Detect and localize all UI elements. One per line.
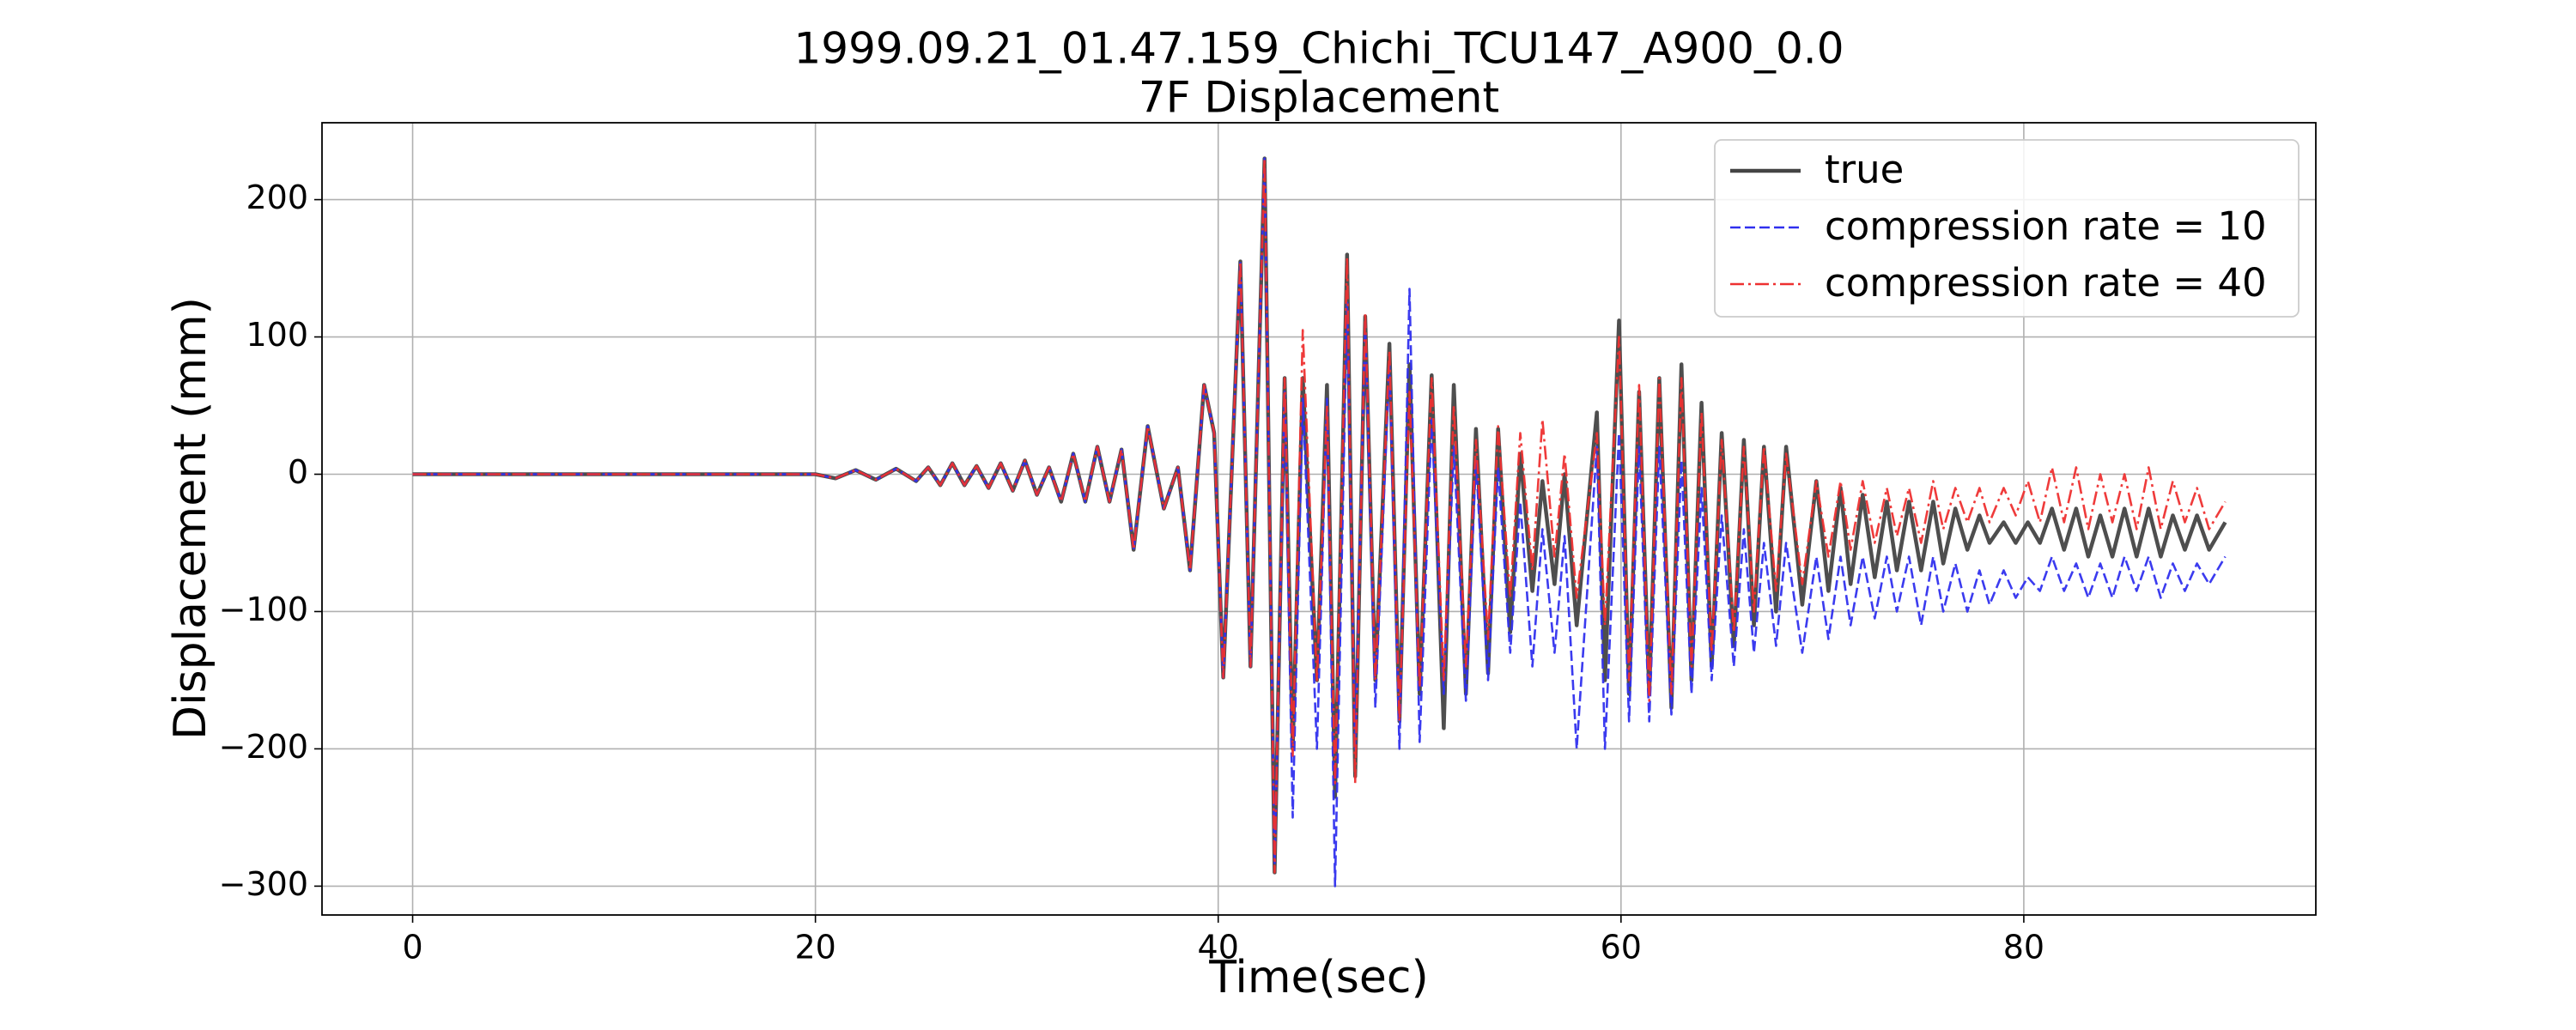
legend: true compression rate = 10 compression rat… [1714,139,2300,318]
x-tick-label: 20 [794,929,835,966]
x-tick-label: 60 [1601,929,1642,966]
legend-box [1714,139,2300,318]
legend-label: compression rate = 40 [1825,260,2267,306]
legend-label: compression rate = 10 [1825,203,2267,249]
y-tick-label: −100 [219,591,308,628]
x-tick-label: 40 [1198,929,1239,966]
chart-subtitle: 7F Displacement [1139,73,1499,123]
plot-frame [321,122,2317,916]
x-tick-label: 0 [402,929,422,966]
legend-label: true [1825,147,1904,192]
y-tick-label: 200 [246,179,308,216]
series-line [412,157,2227,888]
x-axis-label: Time(sec) [1208,952,1429,1003]
y-axis-label: Displacement (mm) [165,297,216,740]
y-tick-label: −300 [219,865,308,903]
chart-title: 1999.09.21_01.47.159_Chichi_TCU147_A900_… [793,24,1844,74]
y-tick-label: 100 [246,316,308,354]
y-tick-label: 0 [288,453,308,491]
series-line [412,157,2227,874]
y-tick-label: −200 [219,728,308,766]
x-tick-label: 80 [2003,929,2044,966]
